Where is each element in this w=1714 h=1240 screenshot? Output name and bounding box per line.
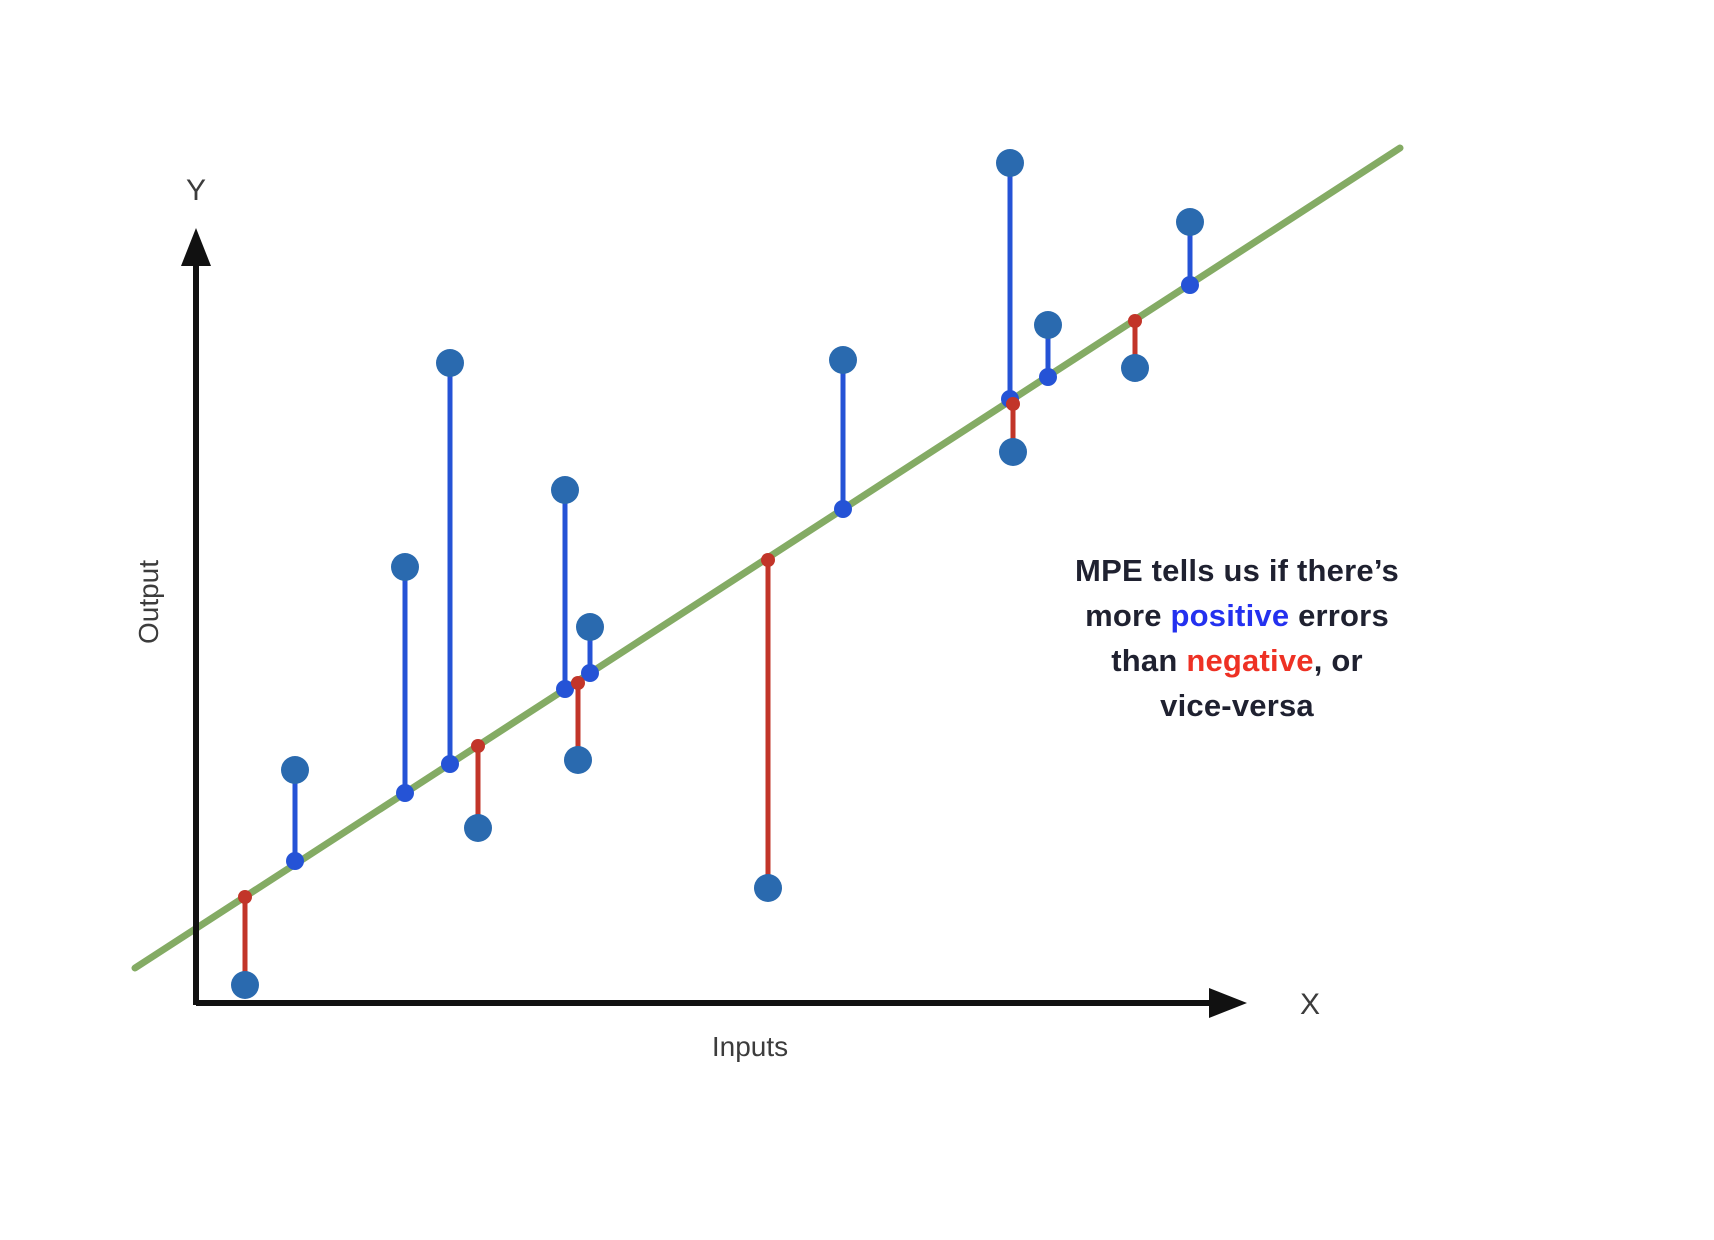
data-point [1176,208,1204,236]
x-axis-arrow-icon [1209,988,1247,1018]
data-point [1034,311,1062,339]
fit-intersection-dot [581,664,599,682]
x-axis-label: Inputs [712,1031,788,1062]
data-point [231,971,259,999]
fit-intersection-dot [834,500,852,518]
fit-intersection-dot [1181,276,1199,294]
x-axis-letter: X [1300,988,1320,1021]
fit-intersection-dot [1039,368,1057,386]
data-point [281,756,309,784]
data-point [754,874,782,902]
annotation-line: MPE tells us if there’s [1032,548,1442,593]
data-points-layer [231,149,1204,999]
data-point [829,346,857,374]
y-axis-letter: Y [186,174,206,207]
fit-intersection-dot [441,755,459,773]
fit-intersection-dot [1128,314,1142,328]
fit-intersection-dot [556,680,574,698]
fit-intersection-dot [238,890,252,904]
annotation-text: MPE tells us if there’s more positive err… [1032,548,1442,728]
fit-intersection-dot [396,784,414,802]
annotation-line: more positive errors [1032,593,1442,638]
annotation-segment-dark: than [1111,643,1187,678]
data-point [996,149,1024,177]
annotation-line: than negative, or [1032,638,1442,683]
data-point [564,746,592,774]
fit-intersection-dot [471,739,485,753]
y-axis-arrow-icon [181,228,211,266]
data-point [999,438,1027,466]
annotation-segment-blue: positive [1170,598,1290,633]
fit-intersection-dot [761,553,775,567]
data-point [464,814,492,842]
y-axis-label: Output [133,560,164,644]
annotation-segment-dark: MPE tells us if there’s [1075,553,1399,588]
annotation-segment-red: negative [1186,643,1314,678]
data-point [576,613,604,641]
data-point [551,476,579,504]
fit-intersection-dot [1006,397,1020,411]
annotation-line: vice-versa [1032,683,1442,728]
data-point [391,553,419,581]
annotation-segment-dark: , or [1313,643,1363,678]
annotation-segment-dark: errors [1289,598,1389,633]
axes [181,228,1247,1018]
annotation-segment-dark: more [1085,598,1171,633]
fit-intersection-dot [286,852,304,870]
data-point [436,349,464,377]
data-point [1121,354,1149,382]
annotation-segment-dark: vice-versa [1160,688,1314,723]
fit-intersection-dot [571,676,585,690]
